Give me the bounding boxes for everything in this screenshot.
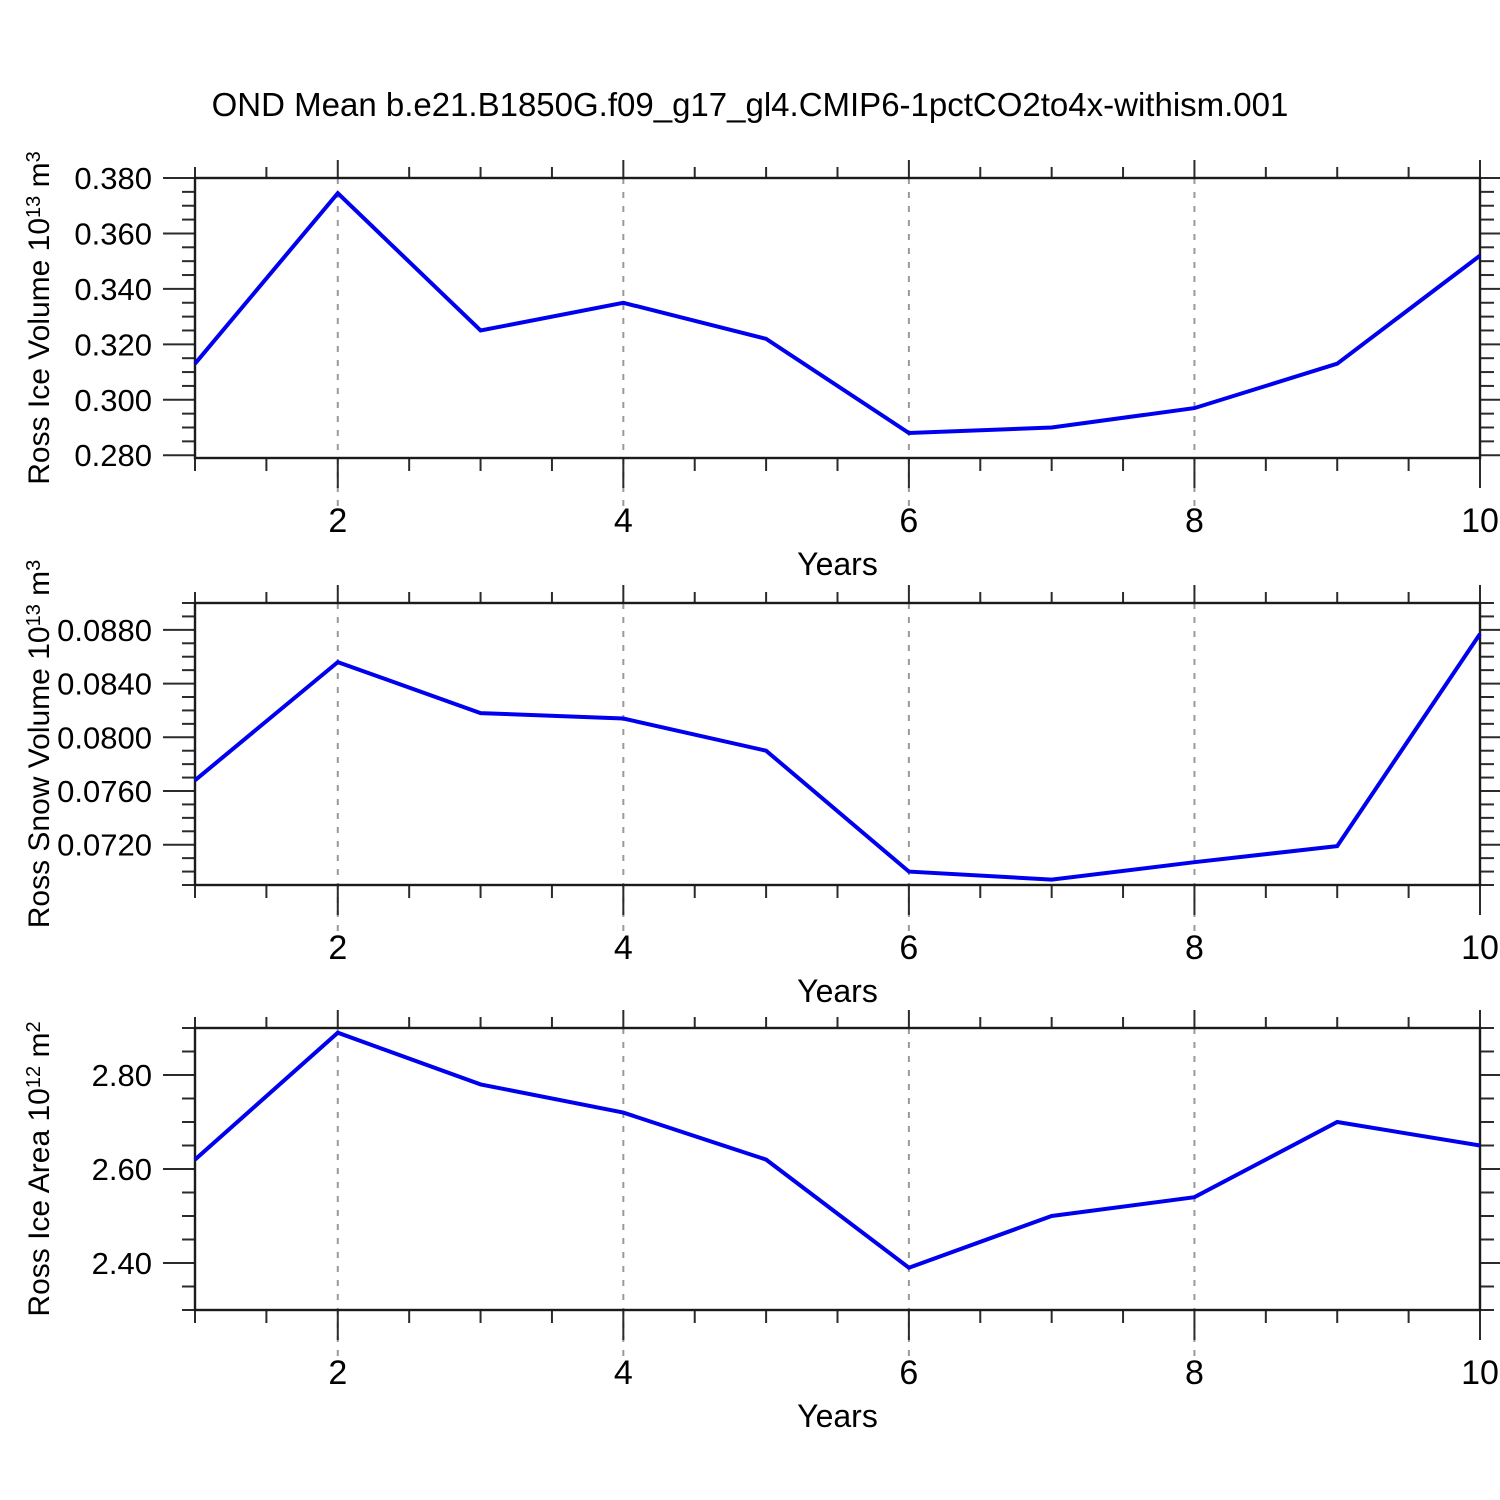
chart-ross-ice-volume: 0.280 0.300 0.320 0.340 0.360 0.380 2 4 6 8 10 Year…	[74, 160, 1500, 582]
data-line-ross-ice-volume	[193, 190, 1482, 436]
x-tick-label: 2	[328, 929, 347, 967]
y-tick-label: 0.380	[74, 161, 152, 196]
x-tick-label: 4	[614, 929, 633, 967]
x-tick-label: 10	[1461, 929, 1499, 967]
y-tick-label: 0.280	[74, 438, 152, 473]
plot-frame	[193, 601, 1482, 887]
plot-frame	[193, 176, 1482, 460]
x-tick-label: 10	[1461, 502, 1499, 540]
x-tick-label: 8	[1185, 929, 1204, 967]
y-tick-label: 0.0760	[57, 774, 152, 809]
y-tick-label: 2.40	[92, 1246, 152, 1281]
x-axis-title: Years	[797, 546, 878, 582]
x-tick-label: 2	[328, 502, 347, 540]
x-tick-label: 6	[899, 502, 918, 540]
data-line-ross-ice-area	[193, 1030, 1481, 1270]
y-tick-label: 0.360	[74, 216, 152, 251]
x-tick-label: 4	[614, 1354, 633, 1392]
chart-ross-ice-area: 2.40 2.60 2.80 2 4 6 8 10 Years	[92, 1010, 1500, 1434]
x-tick-label: 8	[1185, 1354, 1204, 1392]
figure-title: OND Mean b.e21.B1850G.f09_g17_gl4.CMIP6-…	[211, 86, 1289, 123]
y-tick-label: 0.0800	[57, 720, 152, 755]
y-tick-label: 0.0720	[57, 828, 152, 863]
y-tick-label: 0.320	[74, 327, 152, 362]
y-tick-label: 0.340	[74, 272, 152, 307]
y-axis-title-ross-ice-area: Ross Ice Area 1012 m2	[23, 1021, 56, 1317]
x-tick-label: 8	[1185, 502, 1204, 540]
x-tick-label: 2	[328, 1354, 347, 1392]
data-line-ross-snow-volume	[193, 632, 1482, 882]
y-tick-label: 0.0880	[57, 613, 152, 648]
x-tick-label: 6	[899, 1354, 918, 1392]
x-tick-label: 6	[899, 929, 918, 967]
y-tick-label: 0.300	[74, 383, 152, 418]
x-axis-title: Years	[797, 973, 878, 1009]
x-tick-label: 4	[614, 502, 633, 540]
chart-ross-snow-volume: 0.0720 0.0760 0.0800 0.0840 0.0880 2 4 6 8 10 Year…	[57, 585, 1500, 1009]
y-tick-label: 2.60	[92, 1152, 152, 1187]
y-axis-title-ross-snow-volume: Ross Snow Volume 1013 m3	[23, 559, 56, 929]
y-tick-label: 2.80	[92, 1058, 152, 1093]
x-axis-title: Years	[797, 1398, 878, 1434]
x-tick-label: 10	[1461, 1354, 1499, 1392]
y-tick-label: 0.0840	[57, 667, 152, 702]
plot-frame	[193, 1026, 1482, 1312]
y-axis-title-ross-ice-volume: Ross Ice Volume 1013 m3	[23, 151, 56, 485]
